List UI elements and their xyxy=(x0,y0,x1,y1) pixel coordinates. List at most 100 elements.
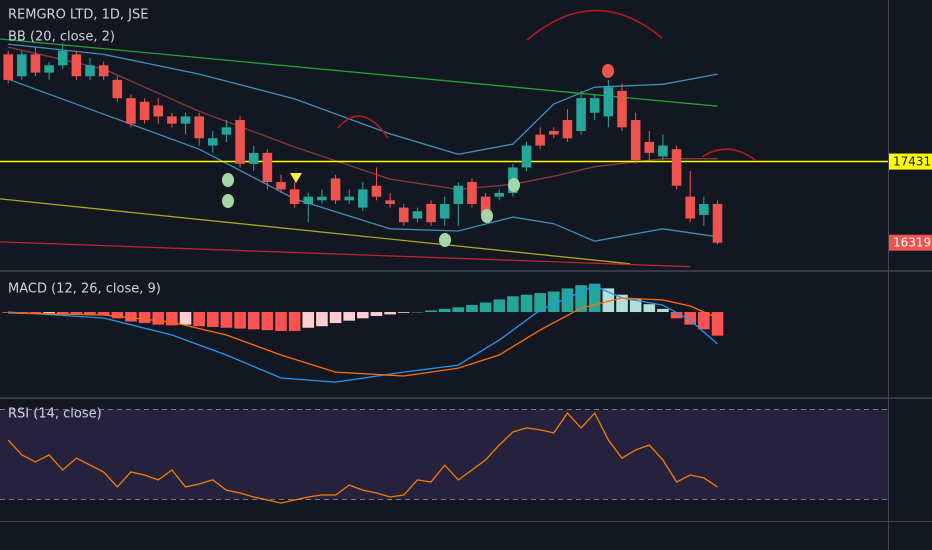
candle-body xyxy=(576,98,586,131)
candle-body xyxy=(44,65,54,73)
arc-drawing xyxy=(526,9,663,41)
histogram-bar xyxy=(166,312,178,326)
histogram-bar xyxy=(29,312,42,314)
candle-body xyxy=(358,189,368,208)
histogram-bar xyxy=(125,312,137,322)
series-line xyxy=(7,78,718,242)
candle-body xyxy=(535,134,545,146)
candle-body xyxy=(521,145,532,168)
marker xyxy=(222,194,234,208)
histogram-bar xyxy=(493,299,506,313)
marker xyxy=(508,178,520,192)
histogram-bar xyxy=(43,312,55,314)
candle-body xyxy=(98,65,109,77)
histogram-bar xyxy=(438,308,451,313)
candle-body xyxy=(494,193,505,197)
marks xyxy=(0,38,888,504)
histogram-bar xyxy=(466,304,478,313)
candle-body xyxy=(235,120,245,164)
marker xyxy=(222,173,234,187)
price-badge xyxy=(889,153,932,170)
histogram-bar xyxy=(179,312,192,325)
candle-body xyxy=(480,196,491,215)
candle-body xyxy=(167,116,177,124)
candle-body xyxy=(3,54,13,80)
candle-body xyxy=(589,98,600,113)
candle-body xyxy=(549,130,559,135)
subtitle: BB (20, close, 2) xyxy=(8,30,115,45)
candle-body xyxy=(685,196,695,219)
candle-body xyxy=(617,90,627,128)
candle-body xyxy=(671,149,682,186)
arc-drawing xyxy=(337,115,389,139)
candle-body xyxy=(126,98,136,124)
candle-body xyxy=(426,203,436,223)
histogram-bar xyxy=(684,312,697,325)
candle-body xyxy=(453,185,464,204)
candle-body xyxy=(71,54,82,77)
candle-body xyxy=(344,196,354,201)
series-line xyxy=(0,198,631,265)
candle-body xyxy=(439,203,450,219)
histogram-bar xyxy=(111,312,124,319)
axis-labels: 17431 16319 xyxy=(889,153,932,251)
histogram-bar xyxy=(657,308,669,313)
series-line xyxy=(0,241,691,268)
candle-body xyxy=(398,207,409,223)
signal-markers xyxy=(222,64,614,247)
histogram-bar xyxy=(288,312,301,331)
title: REMGRO LTD, 1D, JSE xyxy=(8,8,148,23)
rsi-band-fill xyxy=(0,409,888,500)
histogram-bar xyxy=(629,299,642,313)
candle-body xyxy=(371,185,382,197)
histogram-bar xyxy=(711,312,724,336)
series-line xyxy=(0,38,718,107)
histogram-bar xyxy=(152,312,165,325)
histogram-bar xyxy=(220,312,233,328)
series-line xyxy=(8,285,718,383)
histogram-bar xyxy=(370,312,383,316)
candle-body xyxy=(630,120,641,161)
series-line xyxy=(8,43,718,155)
candle-body xyxy=(208,138,218,146)
histogram-bar xyxy=(261,312,274,331)
candle-body xyxy=(317,196,327,201)
candle-body xyxy=(85,65,95,77)
histogram-bar xyxy=(397,312,410,313)
candle-body xyxy=(112,79,123,99)
candle-body xyxy=(180,116,191,124)
series-line xyxy=(7,411,718,504)
marker xyxy=(481,209,493,223)
candle-body xyxy=(330,178,341,201)
candle-body xyxy=(658,145,668,157)
histogram-bar xyxy=(206,312,219,327)
histogram-bar xyxy=(70,312,83,314)
series-line xyxy=(8,297,718,377)
histogram-bar xyxy=(534,293,546,313)
histogram-bar xyxy=(507,296,519,313)
candle-body xyxy=(303,196,314,204)
histogram-bar xyxy=(384,312,396,315)
candle-body xyxy=(412,211,423,219)
candle-body xyxy=(603,87,614,117)
marker xyxy=(290,173,302,183)
candle-body xyxy=(30,54,41,73)
candle-body xyxy=(712,203,723,243)
histogram-bar xyxy=(698,312,710,330)
candle-body xyxy=(17,54,27,77)
histogram-bar xyxy=(316,312,328,327)
histogram-bar xyxy=(452,307,465,313)
candle-body xyxy=(699,203,709,215)
histogram-bar xyxy=(138,312,151,324)
histogram-bar xyxy=(616,294,628,313)
price-badge-label: 16319 xyxy=(893,236,931,250)
candle-body xyxy=(262,152,273,183)
histogram-bar xyxy=(56,312,69,314)
candle-body xyxy=(289,189,300,204)
histogram-bar xyxy=(561,288,574,313)
histogram-bar xyxy=(548,291,560,313)
candle-body xyxy=(139,101,150,121)
histogram-bar xyxy=(343,312,355,321)
grid xyxy=(0,409,888,500)
